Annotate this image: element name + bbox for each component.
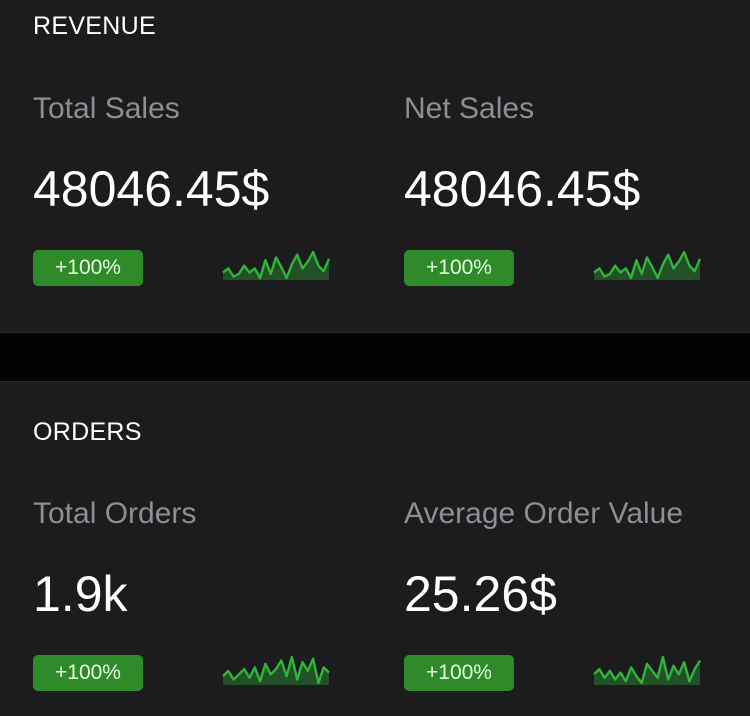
sparkline-line <box>593 655 702 685</box>
revenue-card: REVENUE Total Sales 48046.45$ +100% Net … <box>0 0 750 333</box>
total-sales-value: 48046.45$ <box>33 161 270 217</box>
net-sales-metric[interactable]: Net Sales 48046.45$ +100% <box>404 92 734 292</box>
average-order-value-sparkline <box>593 655 702 685</box>
average-order-value-value: 25.26$ <box>404 566 557 622</box>
net-sales-change-badge: +100% <box>404 250 514 286</box>
sparkline-line <box>222 655 330 685</box>
sparkline-area <box>594 252 700 280</box>
average-order-value-label: Average Order Value <box>404 497 684 530</box>
sparkline-area <box>223 252 329 280</box>
total-orders-metric[interactable]: Total Orders 1.9k +100% <box>33 497 363 697</box>
sparkline-line <box>593 250 702 280</box>
average-order-value-change-badge: +100% <box>404 655 514 691</box>
orders-card: ORDERS Total Orders 1.9k +100% Average O… <box>0 381 750 716</box>
total-sales-label: Total Sales <box>33 92 180 125</box>
net-sales-sparkline <box>593 250 702 280</box>
net-sales-value: 48046.45$ <box>404 161 641 217</box>
total-sales-change-badge: +100% <box>33 250 143 286</box>
sparkline-area <box>594 657 700 685</box>
total-orders-sparkline <box>222 655 330 685</box>
total-sales-metric[interactable]: Total Sales 48046.45$ +100% <box>33 92 363 292</box>
average-order-value-metric[interactable]: Average Order Value 25.26$ +100% <box>404 497 734 697</box>
total-orders-value: 1.9k <box>33 566 128 622</box>
total-sales-sparkline <box>222 250 331 280</box>
total-orders-change-badge: +100% <box>33 655 143 691</box>
revenue-section-title: REVENUE <box>33 12 156 40</box>
sparkline-line <box>222 250 331 280</box>
orders-section-title: ORDERS <box>33 418 142 446</box>
total-orders-label: Total Orders <box>33 497 197 530</box>
net-sales-label: Net Sales <box>404 92 535 125</box>
